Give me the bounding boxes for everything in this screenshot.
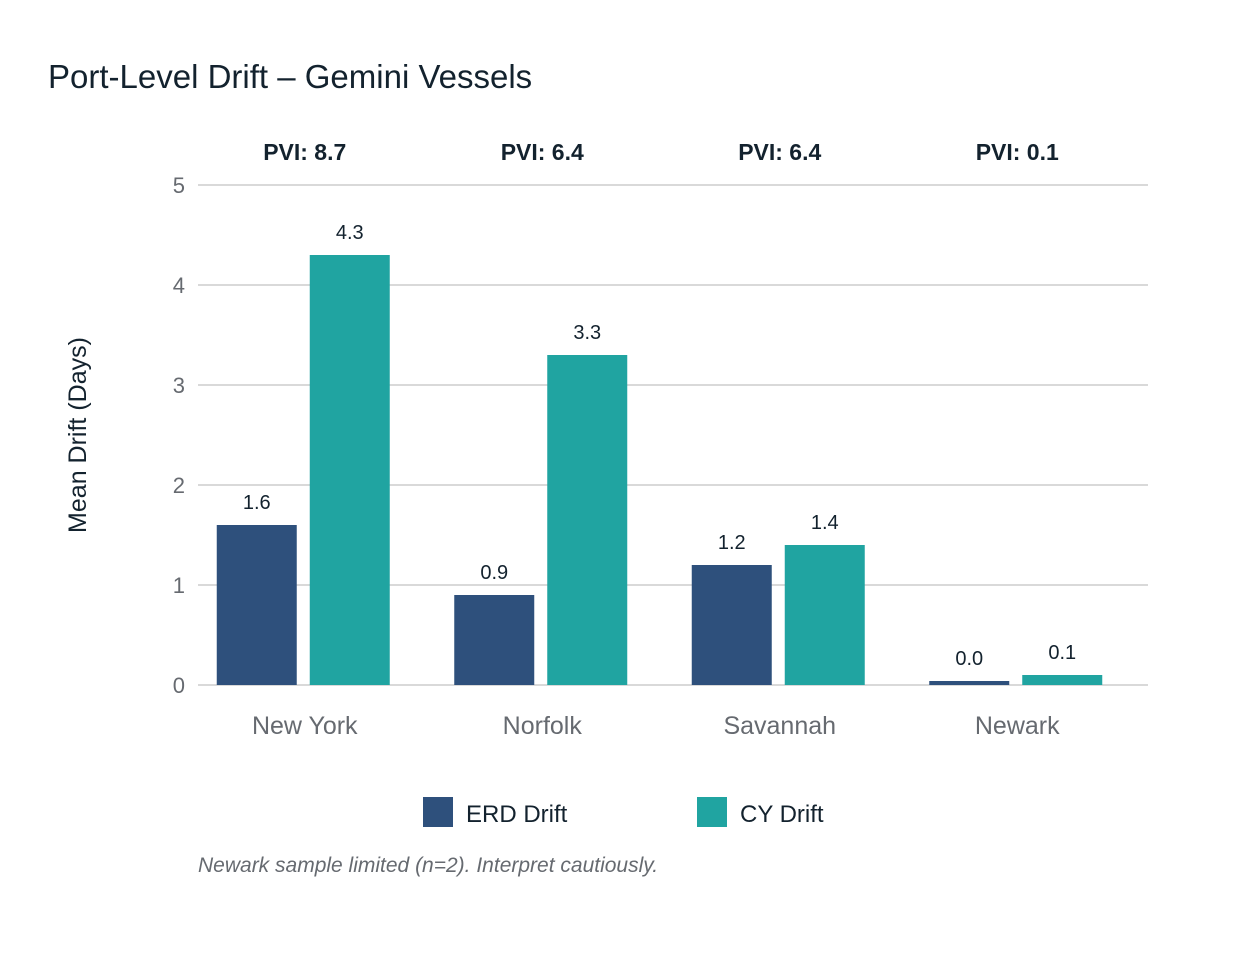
data-label: 0.9 xyxy=(480,562,508,584)
bar-erd-drift xyxy=(691,565,772,685)
x-tick-label: Savannah xyxy=(723,712,836,740)
legend-label: CY Drift xyxy=(740,801,824,828)
x-tick-label: Norfolk xyxy=(503,712,583,740)
y-tick-label: 3 xyxy=(173,373,185,398)
bar-cy-drift xyxy=(1022,675,1103,685)
bar-erd-drift xyxy=(216,525,297,685)
footnote: Newark sample limited (n=2). Interpret c… xyxy=(198,854,658,877)
y-axis-label: Mean Drift (Days) xyxy=(64,337,92,533)
bar-cy-drift xyxy=(547,355,628,685)
data-label: 0.0 xyxy=(955,648,983,670)
data-label: 1.6 xyxy=(243,492,271,514)
pvi-annotation: PVI: 8.7 xyxy=(263,139,346,165)
y-tick-label: 5 xyxy=(173,173,185,198)
legend-swatch xyxy=(697,797,727,827)
pvi-annotation: PVI: 6.4 xyxy=(738,139,821,165)
bar-cy-drift xyxy=(784,545,865,685)
y-tick-label: 1 xyxy=(173,573,185,598)
data-label: 3.3 xyxy=(573,322,601,344)
legend-swatch xyxy=(423,797,453,827)
bar-cy-drift xyxy=(309,255,390,685)
pvi-annotation: PVI: 6.4 xyxy=(501,139,584,165)
x-tick-label: Newark xyxy=(975,712,1060,740)
chart-title: Port-Level Drift – Gemini Vessels xyxy=(48,58,532,95)
bar-erd-drift xyxy=(929,681,1010,685)
pvi-annotation: PVI: 0.1 xyxy=(976,139,1059,165)
data-label: 1.2 xyxy=(718,532,746,554)
y-tick-label: 2 xyxy=(173,473,185,498)
data-label: 0.1 xyxy=(1048,642,1076,664)
y-tick-label: 4 xyxy=(173,273,185,298)
legend-label: ERD Drift xyxy=(466,801,568,828)
data-label: 1.4 xyxy=(811,512,839,534)
y-tick-label: 0 xyxy=(173,673,185,698)
data-label: 4.3 xyxy=(336,222,364,244)
bar-erd-drift xyxy=(454,595,535,685)
x-tick-label: New York xyxy=(252,712,358,740)
